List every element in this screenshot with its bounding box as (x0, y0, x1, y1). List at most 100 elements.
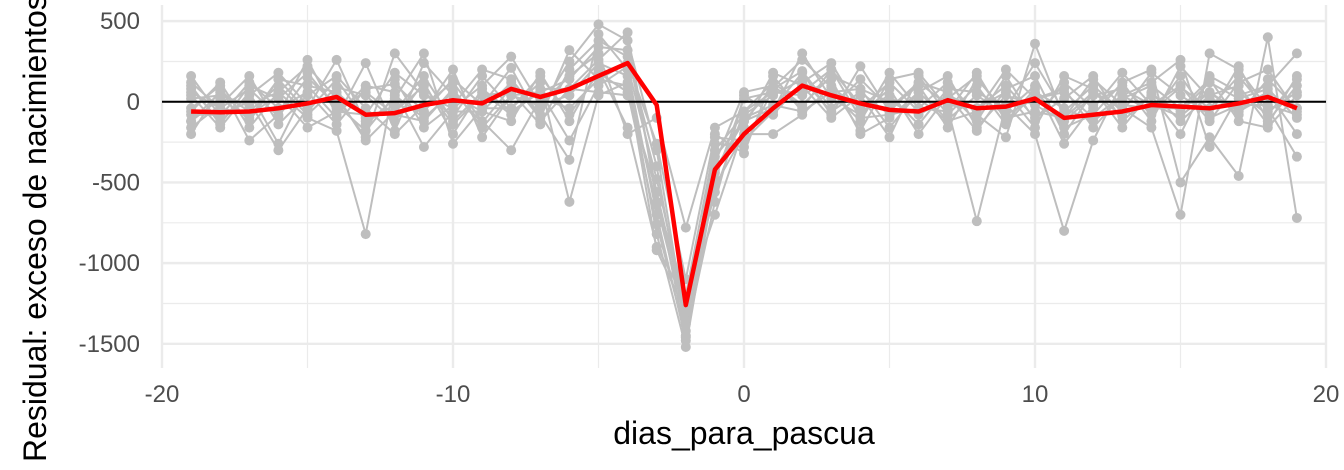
year-series-point (1233, 64, 1244, 75)
year-series-point (331, 103, 342, 114)
year-series-point (855, 112, 866, 123)
year-series-point (1000, 64, 1011, 75)
y-axis-tick-labels: 500 0 -500 -1000 -1500 (79, 8, 140, 358)
year-series-point (477, 103, 488, 114)
year-series-point (215, 119, 226, 130)
year-series-point (1175, 177, 1186, 188)
year-series-point (564, 196, 575, 207)
year-series-point (971, 122, 982, 133)
year-series-point (1175, 209, 1186, 220)
year-series-point (1059, 87, 1070, 98)
year-series-point (1262, 32, 1273, 43)
year-series-point (593, 64, 604, 75)
year-series-point (244, 135, 255, 146)
year-series-point (389, 129, 400, 140)
year-series-point (389, 48, 400, 59)
year-series-point (477, 64, 488, 75)
year-series-point (331, 87, 342, 98)
year-series-point (506, 145, 517, 156)
year-series-point (622, 129, 633, 140)
year-series-point (651, 209, 662, 220)
year-series-point (768, 87, 779, 98)
year-series-point (1204, 74, 1215, 85)
year-series-point (651, 187, 662, 198)
year-series-point (1146, 87, 1157, 98)
x-tick-label: -10 (436, 381, 471, 408)
year-series-point (1233, 171, 1244, 182)
year-series-point (418, 141, 429, 152)
year-series-point (709, 122, 720, 133)
year-series-point (360, 229, 371, 240)
year-series-point (535, 83, 546, 94)
year-series-point (1030, 129, 1040, 140)
year-series-point (593, 48, 604, 59)
year-series-point (680, 306, 691, 317)
year-series-point (593, 29, 604, 40)
year-series-point (302, 90, 313, 101)
year-series-point (1030, 58, 1040, 69)
year-series-point (797, 74, 808, 85)
year-series-point (506, 74, 517, 85)
year-series-point (797, 48, 808, 59)
year-series-point (331, 70, 342, 81)
year-series-point (1291, 70, 1302, 81)
year-series-point (186, 116, 197, 127)
year-series-point (1117, 77, 1128, 88)
year-series-point (360, 58, 371, 69)
year-series-point (622, 77, 633, 88)
year-series-point (1262, 103, 1273, 114)
year-series-point (302, 122, 313, 133)
year-series-point (1204, 112, 1215, 123)
year-series-point (913, 80, 924, 91)
year-series-point (1059, 138, 1070, 149)
year-series-point (884, 83, 895, 94)
year-series-point (360, 87, 371, 98)
year-series-point (680, 222, 691, 233)
year-series-point (1175, 129, 1186, 140)
year-series-point (564, 70, 575, 81)
year-series-point (448, 138, 458, 149)
year-series-point (1000, 112, 1011, 123)
year-series-point (535, 67, 546, 78)
year-series-point (1175, 80, 1186, 91)
year-series-point (739, 148, 749, 159)
year-series-point (1175, 54, 1186, 65)
year-series-point (302, 112, 313, 123)
year-series-point (1291, 212, 1302, 223)
year-series-point (913, 129, 924, 140)
year-series-point (535, 119, 546, 130)
year-series-point (739, 112, 749, 123)
year-series-point (622, 27, 633, 38)
year-series-point (855, 125, 866, 136)
year-series-point (1000, 87, 1011, 98)
year-series-point (1175, 116, 1186, 127)
year-series-point (971, 70, 982, 81)
year-series-point (680, 332, 691, 343)
year-series-point (855, 61, 866, 72)
year-series-point (1146, 122, 1157, 133)
year-series-point (1262, 80, 1273, 91)
year-series-point (1117, 67, 1128, 78)
year-series-point (971, 216, 982, 227)
year-series-point (593, 87, 604, 98)
year-series-point (273, 119, 284, 130)
year-series-point (1262, 64, 1273, 75)
series-layer (162, 19, 1326, 353)
year-series-point (418, 70, 429, 81)
year-series-point (942, 103, 953, 114)
y-tick-label: -1500 (79, 331, 140, 358)
year-series-point (477, 122, 488, 133)
y-tick-label: 0 (127, 89, 140, 116)
year-series-point (302, 67, 313, 78)
year-series-point (418, 48, 429, 59)
year-series-point (506, 51, 517, 62)
year-series-point (418, 80, 429, 91)
year-series-point (651, 161, 662, 172)
year-series-point (418, 116, 429, 127)
year-series-point (244, 70, 255, 81)
x-tick-label: 0 (737, 381, 750, 408)
year-series-point (1117, 90, 1128, 101)
year-series-point (273, 74, 284, 85)
y-tick-label: -1000 (79, 250, 140, 277)
year-series-point (651, 138, 662, 149)
